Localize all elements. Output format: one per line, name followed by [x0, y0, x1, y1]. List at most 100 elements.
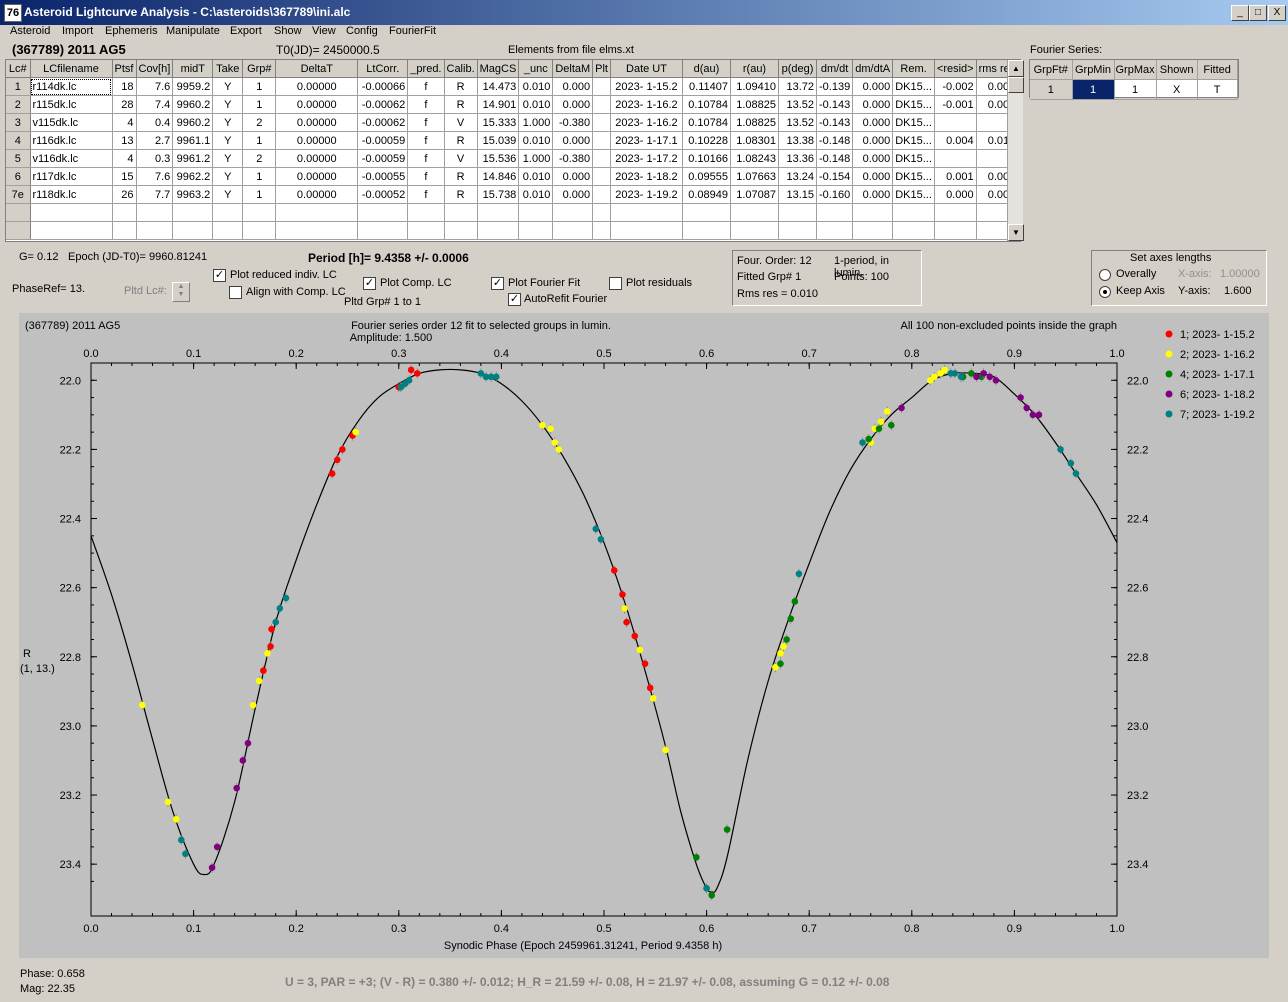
- fourier-col-grpmax[interactable]: GrpMax: [1114, 60, 1157, 80]
- column-header[interactable]: LCfilename: [30, 60, 113, 78]
- table-cell[interactable]: 7.4: [136, 95, 174, 114]
- table-cell[interactable]: -0.154: [816, 167, 854, 186]
- table-cell[interactable]: 0.000: [852, 77, 894, 96]
- table-cell[interactable]: 1: [242, 77, 277, 96]
- table-cell[interactable]: [212, 221, 244, 240]
- table-cell[interactable]: [275, 203, 359, 222]
- table-cell[interactable]: 0.09555: [682, 167, 731, 186]
- table-cell[interactable]: [357, 221, 409, 240]
- table-cell[interactable]: R: [444, 95, 478, 114]
- y-axis-value[interactable]: 1.600: [1224, 285, 1252, 297]
- table-cell[interactable]: [852, 203, 894, 222]
- table-cell[interactable]: 13.15: [778, 185, 817, 204]
- table-cell[interactable]: [592, 95, 611, 114]
- column-header[interactable]: r(au): [730, 60, 779, 78]
- table-cell[interactable]: Y: [212, 149, 244, 168]
- table-cell[interactable]: [816, 203, 854, 222]
- table-cell[interactable]: 1.08301: [730, 131, 779, 150]
- table-cell[interactable]: 2: [242, 113, 277, 132]
- table-cell[interactable]: 0.11407: [682, 77, 731, 96]
- table-cell[interactable]: 1: [242, 167, 277, 186]
- table-cell[interactable]: -0.00059: [357, 149, 409, 168]
- table-cell[interactable]: [592, 185, 611, 204]
- table-cell[interactable]: [892, 203, 935, 222]
- table-cell[interactable]: 26: [112, 185, 137, 204]
- fourier-cell-grpmax[interactable]: 1: [1114, 79, 1157, 100]
- table-cell[interactable]: [112, 221, 137, 240]
- column-header[interactable]: MagCS: [477, 60, 520, 78]
- table-cell[interactable]: -0.00052: [357, 185, 409, 204]
- maximize-button[interactable]: □: [1249, 5, 1267, 21]
- table-cell[interactable]: 0.010: [518, 131, 554, 150]
- column-header[interactable]: p(deg): [778, 60, 817, 78]
- table-cell[interactable]: Y: [212, 95, 244, 114]
- table-cell[interactable]: [242, 221, 277, 240]
- table-cell[interactable]: Y: [212, 185, 244, 204]
- table-cell[interactable]: 2023- 1-17.1: [610, 131, 683, 150]
- table-cell[interactable]: [552, 203, 594, 222]
- table-row[interactable]: 4 r116dk.lc 13 2.7 9961.1 Y 1 0.00000 -0.00059 f R…: [6, 131, 1019, 150]
- table-cell[interactable]: R: [444, 167, 478, 186]
- column-header[interactable]: Plt: [592, 60, 611, 78]
- table-cell[interactable]: [934, 221, 977, 240]
- fourier-cell-grpmin[interactable]: 1: [1072, 79, 1115, 100]
- column-header[interactable]: Cov[h]: [136, 60, 174, 78]
- table-cell[interactable]: [592, 149, 611, 168]
- table-cell[interactable]: [816, 221, 854, 240]
- plot-comp-checkbox[interactable]: ✓: [363, 277, 376, 290]
- table-cell[interactable]: Y: [212, 77, 244, 96]
- table-cell[interactable]: DK15...: [892, 95, 935, 114]
- table-scrollbar[interactable]: ▲ ▼: [1007, 60, 1024, 241]
- table-cell[interactable]: Y: [212, 167, 244, 186]
- table-cell[interactable]: -0.380: [552, 149, 594, 168]
- table-cell[interactable]: f: [407, 77, 445, 96]
- table-cell[interactable]: DK15...: [892, 167, 935, 186]
- table-cell[interactable]: f: [407, 149, 445, 168]
- table-cell[interactable]: [934, 203, 977, 222]
- table-cell[interactable]: r118dk.lc: [30, 185, 113, 204]
- table-cell[interactable]: 0.00000: [275, 149, 359, 168]
- row-header[interactable]: 1: [6, 77, 31, 96]
- table-cell[interactable]: 2023- 1-16.2: [610, 113, 683, 132]
- plot-reduced-checkbox[interactable]: ✓: [213, 269, 226, 282]
- column-header[interactable]: Grp#: [242, 60, 277, 78]
- table-cell[interactable]: 0.010: [518, 185, 554, 204]
- table-cell[interactable]: 0.010: [518, 167, 554, 186]
- table-cell[interactable]: -0.00062: [357, 113, 409, 132]
- table-cell[interactable]: 9961.1: [172, 131, 214, 150]
- table-cell[interactable]: R: [444, 185, 478, 204]
- plot-fourier-checkbox[interactable]: ✓: [491, 277, 504, 290]
- overall-radio[interactable]: [1099, 269, 1111, 281]
- table-cell[interactable]: f: [407, 131, 445, 150]
- table-cell[interactable]: [407, 203, 445, 222]
- column-header[interactable]: Calib.: [444, 60, 478, 78]
- align-comp-checkbox[interactable]: [229, 286, 242, 299]
- row-header[interactable]: 6: [6, 167, 31, 186]
- table-cell[interactable]: 0.000: [852, 95, 894, 114]
- table-cell[interactable]: 0.10784: [682, 95, 731, 114]
- table-cell[interactable]: Y: [212, 131, 244, 150]
- table-cell[interactable]: [892, 221, 935, 240]
- keep-axis-radio[interactable]: [1099, 286, 1111, 298]
- table-cell[interactable]: 18: [112, 77, 137, 96]
- table-cell[interactable]: [552, 221, 594, 240]
- pltd-lc-spinner[interactable]: ▲ ▼: [172, 282, 190, 302]
- table-cell[interactable]: V: [444, 113, 478, 132]
- table-cell[interactable]: [477, 221, 520, 240]
- table-cell[interactable]: [682, 221, 731, 240]
- table-cell[interactable]: [778, 203, 817, 222]
- table-cell[interactable]: [934, 149, 977, 168]
- table-cell[interactable]: f: [407, 95, 445, 114]
- table-cell[interactable]: [136, 203, 174, 222]
- table-cell[interactable]: [592, 77, 611, 96]
- table-cell[interactable]: 0.4: [136, 113, 174, 132]
- column-header[interactable]: Rem.: [892, 60, 935, 78]
- fourier-cell-fitted[interactable]: T: [1197, 79, 1238, 100]
- menu-ephemeris[interactable]: Ephemeris: [105, 25, 158, 37]
- table-cell[interactable]: 2: [242, 149, 277, 168]
- table-cell[interactable]: 0.00000: [275, 185, 359, 204]
- table-cell[interactable]: 15.039: [477, 131, 520, 150]
- table-cell[interactable]: f: [407, 167, 445, 186]
- table-cell[interactable]: 0.000: [552, 131, 594, 150]
- table-cell[interactable]: 1.08825: [730, 95, 779, 114]
